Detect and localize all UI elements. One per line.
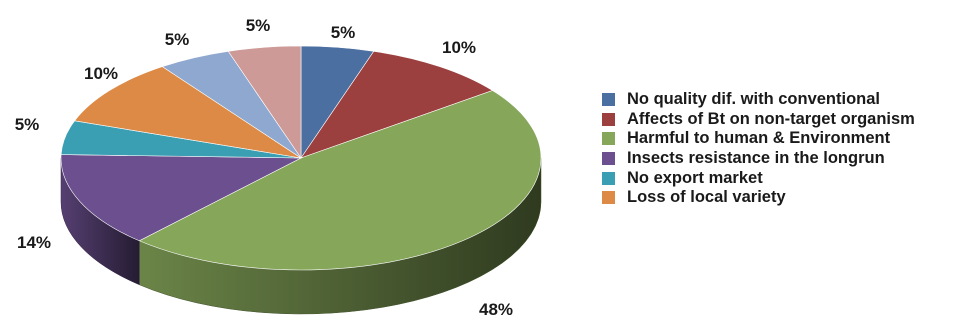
data-labels: 5% 10% 48% 14% 5% 10% 5% 5%: [15, 16, 513, 319]
legend-swatch: [602, 191, 615, 205]
pie-slices: [60, 45, 542, 271]
data-label-4: 5%: [15, 115, 40, 134]
legend-swatch: [602, 171, 615, 185]
pie-slice-5: [74, 66, 302, 159]
legend-swatch: [602, 132, 615, 146]
data-label-7: 5%: [246, 16, 271, 35]
legend-swatch: [602, 152, 615, 166]
legend-item: Affects of Bt on non-target organism: [602, 110, 915, 130]
data-label-6: 5%: [165, 30, 190, 49]
data-label-3: 14%: [17, 233, 51, 252]
legend-swatch: [602, 112, 615, 126]
legend-label: Harmful to human & Environment: [627, 129, 891, 148]
data-label-1: 10%: [442, 38, 476, 57]
legend-item: No quality dif. with conventional: [602, 90, 915, 110]
legend-swatch: [602, 93, 615, 107]
legend-label: No export market: [627, 168, 763, 187]
pie-slice-3: [60, 154, 302, 242]
pie-slice-1: [300, 50, 494, 159]
data-label-2: 48%: [479, 300, 513, 319]
pie-slice-7: [227, 45, 302, 159]
legend: No quality dif. with conventional Affects…: [602, 90, 915, 208]
legend-label: No quality dif. with conventional: [627, 90, 881, 109]
legend-label: Affects of Bt on non-target organism: [627, 109, 915, 128]
data-label-5: 10%: [84, 64, 118, 83]
legend-item: Harmful to human & Environment: [602, 129, 915, 149]
legend-item: No export market: [602, 168, 915, 188]
pie-slice-2: [138, 90, 542, 271]
legend-label: Loss of local variety: [627, 188, 786, 207]
legend-label: Insects resistance in the longrun: [627, 149, 885, 168]
data-label-0: 5%: [331, 23, 356, 42]
legend-item: Loss of local variety: [602, 188, 915, 208]
legend-item: Insects resistance in the longrun: [602, 149, 915, 169]
